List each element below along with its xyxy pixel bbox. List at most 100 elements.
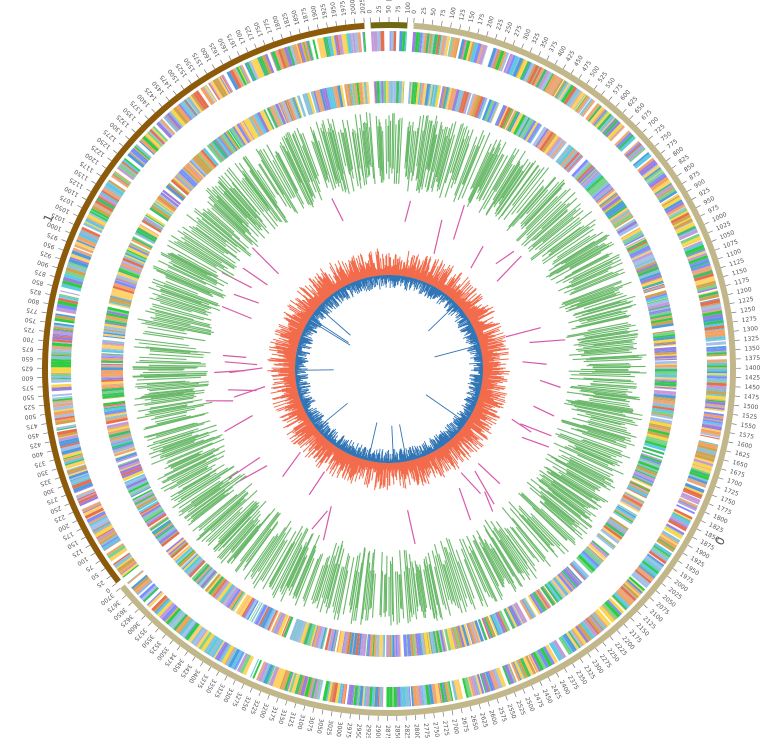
tick-mark	[145, 115, 148, 119]
tick-mark	[58, 486, 63, 488]
tick-mark	[281, 34, 283, 39]
link-tick	[512, 419, 531, 432]
gene-bar	[519, 508, 554, 546]
tick-mark	[295, 703, 296, 708]
tick-label: 2850	[393, 725, 400, 738]
annotation-band	[707, 363, 727, 366]
tick-mark	[469, 26, 470, 31]
tick-label: 200	[486, 15, 496, 28]
annotation-band	[707, 365, 727, 367]
gene-bar	[386, 556, 387, 612]
tick-label: 1950	[329, 1, 338, 17]
tick-mark	[135, 609, 139, 612]
tick-mark	[630, 115, 633, 119]
gene-bar	[509, 502, 554, 552]
tick-mark	[162, 635, 165, 639]
tick-label: 2975	[344, 722, 353, 738]
tick-mark	[246, 47, 248, 52]
tick-mark	[667, 158, 671, 161]
tick-mark	[81, 537, 85, 539]
annotation-band	[390, 31, 393, 51]
gene-bar	[145, 331, 206, 340]
tick-label: 3000	[334, 721, 343, 737]
tick-label: 2750	[431, 722, 440, 738]
tick-mark	[58, 248, 63, 250]
gene-bar	[393, 113, 394, 169]
tick-mark	[308, 26, 309, 31]
tick-mark	[479, 704, 480, 709]
tick-mark	[452, 710, 453, 715]
tick-mark	[52, 266, 57, 267]
tick-mark	[96, 561, 100, 564]
tick-label: 325	[39, 477, 52, 487]
tick-mark	[142, 616, 146, 620]
tick-mark	[555, 60, 557, 64]
chromosome-label-2: 2	[385, 0, 393, 4]
tick-label: 1150	[731, 267, 748, 278]
tick-mark	[609, 97, 612, 101]
link-tick	[312, 511, 327, 529]
tick-mark	[40, 414, 45, 415]
tick-label: 550	[22, 393, 34, 401]
tick-mark	[733, 414, 738, 415]
tick-label: 1400	[745, 365, 760, 372]
tick-mark	[268, 695, 270, 700]
tick-label: 2725	[441, 720, 450, 736]
annotation-band	[101, 367, 123, 370]
tick-label: 1625	[734, 450, 751, 460]
tick-mark	[539, 51, 541, 56]
tick-mark	[594, 85, 597, 89]
tick-mark	[91, 553, 95, 556]
link-tick	[243, 268, 268, 285]
tick-mark	[345, 20, 346, 25]
tick-mark	[212, 65, 215, 69]
tick-label: 450	[27, 431, 40, 440]
annotation-band	[388, 81, 390, 103]
tick-mark	[547, 56, 549, 60]
tick-label: 175	[477, 13, 487, 26]
tick-label: 1600	[736, 440, 753, 450]
link-tick	[540, 380, 560, 387]
gene-bar	[385, 574, 386, 617]
tick-mark	[425, 714, 426, 719]
tick-mark	[460, 24, 461, 29]
tick-mark	[712, 495, 717, 497]
tick-mark	[610, 636, 613, 640]
link-tick	[522, 362, 546, 364]
tick-label: 2950	[354, 723, 362, 738]
tick-label: 2000	[349, 0, 357, 15]
tick-label: 50	[89, 571, 99, 581]
tick-mark	[113, 150, 117, 153]
tick-mark	[624, 624, 627, 628]
tick-mark	[723, 275, 728, 276]
tick-mark	[506, 696, 508, 701]
tick-mark	[82, 197, 86, 199]
gene-bar	[384, 575, 385, 613]
tick-label: 1250	[740, 305, 756, 314]
gene-bar	[586, 365, 631, 366]
tick-mark	[45, 294, 50, 295]
tick-mark	[107, 158, 111, 161]
tick-mark	[39, 331, 44, 332]
tick-label: 925	[39, 249, 52, 259]
tick-mark	[341, 713, 342, 718]
link-tick	[223, 356, 246, 358]
annotation-band	[386, 635, 389, 657]
annotation-band	[101, 372, 123, 375]
annotation-band	[707, 371, 727, 373]
gene-bar	[470, 140, 501, 203]
annotation-band	[383, 81, 386, 103]
tick-mark	[77, 205, 81, 207]
tick-label: 750	[24, 316, 36, 325]
tick-mark	[43, 303, 48, 304]
tick-mark	[216, 671, 218, 675]
annotation-band	[655, 361, 677, 364]
tick-mark	[138, 122, 142, 126]
tick-mark	[69, 222, 74, 224]
annotation-band	[707, 359, 727, 363]
tick-label: 650	[21, 355, 33, 362]
tick-mark	[181, 85, 184, 89]
tick-label: 350	[36, 468, 49, 478]
tick-mark	[250, 688, 252, 693]
tick-label: 1375	[745, 355, 761, 362]
